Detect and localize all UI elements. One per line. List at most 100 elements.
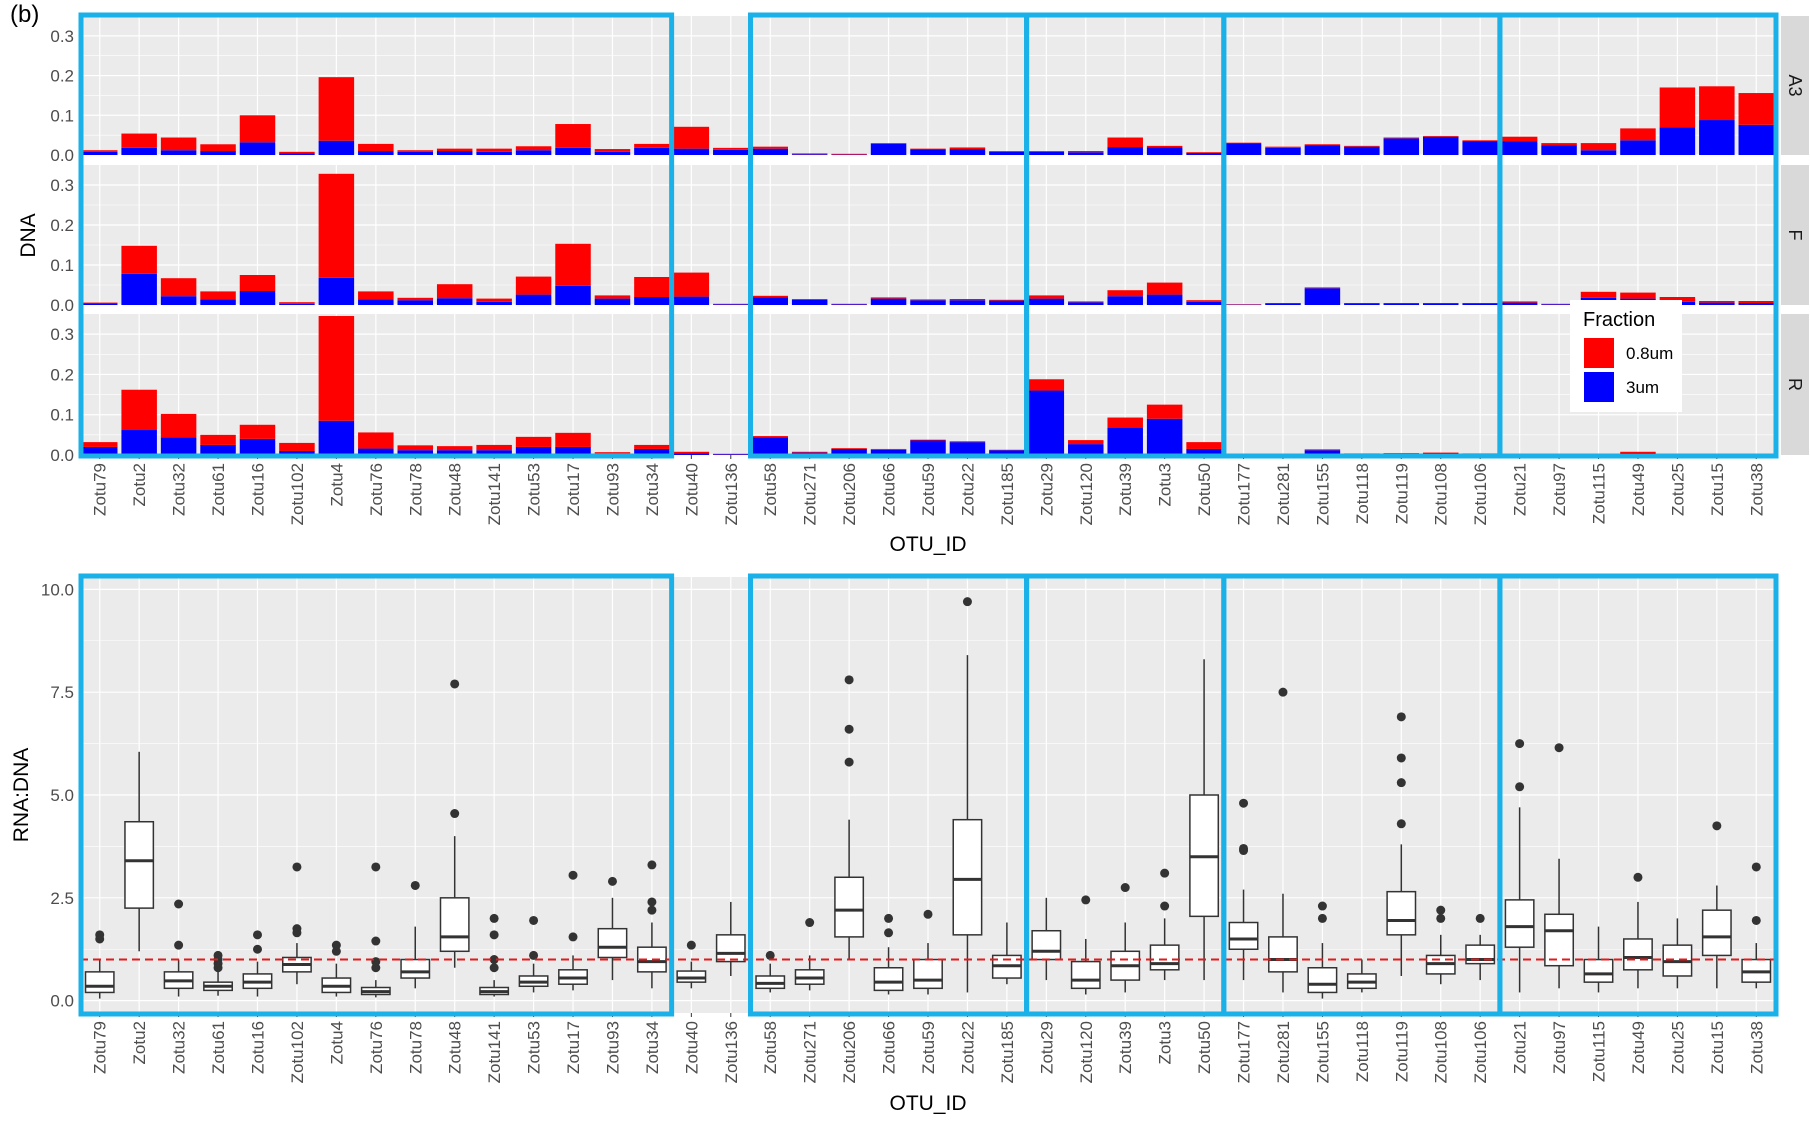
bar-0.8um-A3-Zotu118 [1344, 145, 1380, 147]
box-Zotu155 [1307, 901, 1338, 999]
outlier-point [371, 963, 381, 973]
outlier-point [765, 950, 775, 960]
box-Zotu271 [794, 918, 825, 991]
outlier-point [1712, 821, 1722, 831]
outlier-point [489, 913, 499, 923]
bar-0.8um-R-Zotu53 [515, 436, 552, 447]
x-tick-label: Zotu59 [919, 463, 938, 516]
box-Zotu120 [1070, 895, 1101, 995]
bar-0.8um-R-Zotu141 [476, 444, 512, 451]
x-tick-label: Zotu206 [840, 463, 859, 525]
x-tick-label: Zotu2 [130, 1021, 149, 1064]
bar-0.8um-R-Zotu49 [1620, 451, 1656, 453]
bar-0.8um-F-Zotu76 [358, 291, 394, 300]
bar-0.8um-F-Zotu59 [910, 299, 946, 301]
bar-3um-A3-Zotu49 [1620, 140, 1656, 155]
x-tick-label: Zotu50 [1195, 1021, 1214, 1074]
box-iqr [715, 934, 746, 963]
bar-0.8um-R-Zotu76 [358, 432, 394, 449]
bar-3um-A3-Zotu50 [1186, 153, 1222, 155]
facet-strip-A3 [1781, 16, 1809, 155]
bar-0.8um-A3-Zotu58 [752, 146, 788, 149]
bar-3um-R-Zotu78 [397, 450, 434, 455]
box-Zotu76 [360, 862, 391, 998]
bar-3um-A3-Zotu58 [752, 148, 788, 155]
x-tick-label: Zotu120 [1077, 1021, 1096, 1083]
box-Zotu17 [558, 870, 588, 991]
bar-0.8um-A3-Zotu50 [1186, 152, 1222, 154]
bar-3um-R-Zotu59 [910, 440, 946, 455]
bar-3um-F-Zotu4 [318, 277, 355, 305]
bar-3um-F-Zotu53 [515, 294, 552, 305]
bar-3um-A3-Zotu281 [1265, 147, 1301, 155]
box-Zotu281 [1268, 687, 1298, 993]
bar-0.8um-F-Zotu29 [1028, 295, 1065, 299]
bar-3um-F-Zotu78 [397, 300, 434, 305]
outlier-point [489, 963, 499, 973]
outlier-point [252, 944, 262, 954]
bar-3um-F-Zotu29 [1028, 298, 1065, 305]
bar-0.8um-F-Zotu102 [279, 302, 315, 304]
bar-3um-R-Zotu155 [1304, 450, 1341, 455]
outlier-point [213, 950, 223, 960]
x-tick-label: Zotu40 [682, 463, 701, 516]
bar-0.8um-A3-Zotu15 [1699, 86, 1735, 121]
bar-0.8um-A3-Zotu102 [279, 151, 315, 154]
x-tick-label: Zotu136 [722, 463, 741, 525]
bar-0.8um-R-Zotu32 [160, 413, 197, 438]
bar-3um-F-Zotu79 [81, 303, 118, 305]
outlier-point [1475, 913, 1485, 923]
x-tick-label: Zotu53 [525, 463, 544, 516]
y-axis-title: DNA [17, 213, 40, 257]
outlier-point [805, 918, 815, 928]
bar-3um-A3-Zotu108 [1422, 136, 1459, 155]
outlier-point [884, 928, 894, 938]
x-tick-label: Zotu136 [722, 1021, 741, 1083]
legend-label-3um: 3um [1626, 378, 1659, 397]
outlier-point [844, 757, 854, 767]
outlier-point [489, 930, 499, 940]
box-iqr [1307, 967, 1338, 994]
x-tick-label: Zotu15 [1708, 463, 1727, 516]
y-tick-label: 7.5 [50, 683, 74, 702]
outlier-point [1554, 743, 1564, 753]
box-Zotu22 [952, 597, 983, 993]
bar-0.8um-A3-Zotu108 [1422, 135, 1459, 137]
x-tick-label: Zotu58 [761, 1021, 780, 1074]
bar-0.8um-A3-Zotu141 [476, 148, 512, 152]
bar-3um-R-Zotu4 [318, 420, 355, 455]
bar-3um-A3-Zotu66 [870, 143, 907, 155]
outlier-point [292, 924, 302, 934]
bar-3um-R-Zotu53 [515, 446, 552, 455]
bar-3um-A3-Zotu97 [1541, 145, 1577, 155]
box-Zotu78 [400, 880, 431, 989]
box-Zotu141 [479, 913, 510, 997]
bar-0.8um-A3-Zotu29 [1028, 151, 1065, 152]
box-Zotu97 [1544, 743, 1575, 989]
box-Zotu53 [518, 915, 549, 993]
box-Zotu79 [84, 930, 115, 999]
x-tick-label: Zotu76 [367, 1021, 386, 1074]
x-tick-label: Zotu15 [1708, 1021, 1727, 1074]
facet-strip-F [1781, 165, 1809, 305]
bar-0.8um-A3-Zotu59 [910, 148, 946, 150]
x-tick-label: Zotu66 [880, 1021, 899, 1074]
outlier-point [607, 876, 617, 886]
box-iqr [1504, 899, 1535, 948]
bar-3um-F-Zotu15 [1699, 302, 1735, 305]
highlight-box-group [1497, 12, 1779, 459]
x-tick-label: Zotu39 [1116, 1021, 1135, 1074]
x-tick-label: Zotu120 [1077, 463, 1096, 525]
bar-0.8um-F-Zotu17 [555, 243, 591, 286]
box-Zotu21 [1504, 739, 1535, 993]
bar-3um-F-Zotu206 [831, 304, 867, 305]
bar-0.8um-A3-Zotu78 [397, 150, 434, 152]
bar-0.8um-A3-Zotu155 [1304, 144, 1341, 146]
x-tick-label: Zotu102 [288, 463, 307, 525]
bar-0.8um-F-Zotu15 [1699, 301, 1735, 303]
x-tick-label: Zotu34 [643, 463, 662, 516]
outlier-point [1396, 712, 1406, 722]
bar-3um-F-Zotu93 [594, 298, 631, 305]
bar-3um-F-Zotu22 [949, 300, 986, 305]
